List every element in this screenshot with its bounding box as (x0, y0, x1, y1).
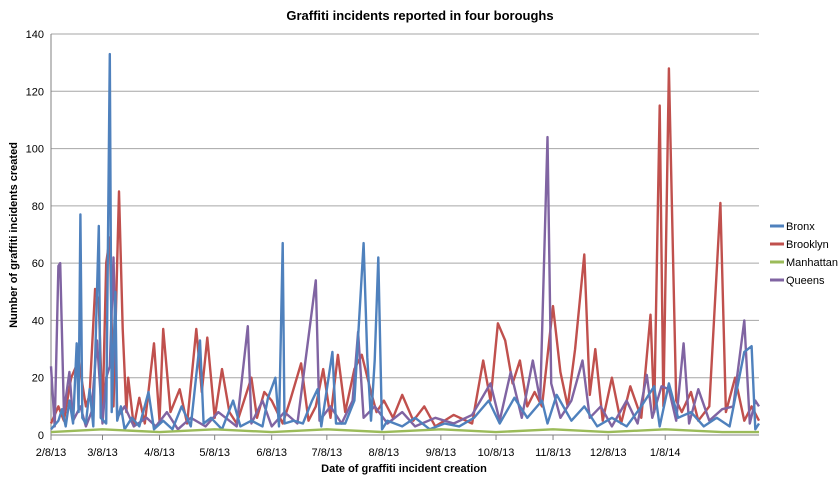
y-tick-label: 40 (32, 315, 44, 327)
y-tick-label: 80 (32, 201, 44, 213)
x-tick-label: 9/8/13 (426, 447, 457, 459)
y-tick-label: 60 (32, 258, 44, 270)
x-tick-label: 5/8/13 (199, 447, 230, 459)
legend-label-brooklyn: Brooklyn (786, 239, 829, 251)
x-tick-label: 11/8/13 (535, 447, 571, 459)
x-tick-label: 12/8/13 (590, 447, 627, 459)
x-tick-label: 4/8/13 (144, 447, 175, 459)
y-tick-label: 20 (32, 373, 44, 385)
legend-label-queens: Queens (786, 275, 825, 287)
x-tick-label: 2/8/13 (36, 447, 67, 459)
x-axis-title: Date of graffiti incident creation (321, 463, 487, 475)
x-tick-label: 6/8/13 (256, 447, 287, 459)
legend: Bronx Brooklyn Manhattan Queens (770, 221, 838, 287)
y-tick-label: 140 (26, 29, 44, 41)
x-tick-label: 8/8/13 (369, 447, 400, 459)
y-tick-label: 100 (26, 144, 44, 156)
chart-title: Graffiti incidents reported in four boro… (286, 8, 553, 23)
x-tick-label: 10/8/13 (478, 447, 515, 459)
series-line-queens (49, 135, 761, 431)
y-axis-title: Number of graffiti incidents created (8, 142, 20, 328)
x-tick-label: 7/8/13 (312, 447, 343, 459)
series-lines (49, 52, 761, 434)
x-tick-label: 1/8/14 (650, 447, 681, 459)
series-line-bronx (50, 52, 761, 431)
gridlines (51, 33, 759, 379)
series-line-manhattan (50, 428, 759, 434)
series-line-brooklyn (49, 67, 761, 428)
legend-label-manhattan: Manhattan (786, 257, 838, 269)
x-tick-label: 3/8/13 (87, 447, 118, 459)
legend-label-bronx: Bronx (786, 221, 815, 233)
y-tick-label: 0 (38, 430, 44, 442)
y-tick-labels: 0 20 40 60 80 100 120 140 (26, 29, 44, 442)
x-tick-labels: 2/8/13 3/8/13 4/8/13 5/8/13 6/8/13 7/8/13 8/8/… (36, 447, 681, 459)
y-tick-label: 120 (26, 86, 44, 98)
